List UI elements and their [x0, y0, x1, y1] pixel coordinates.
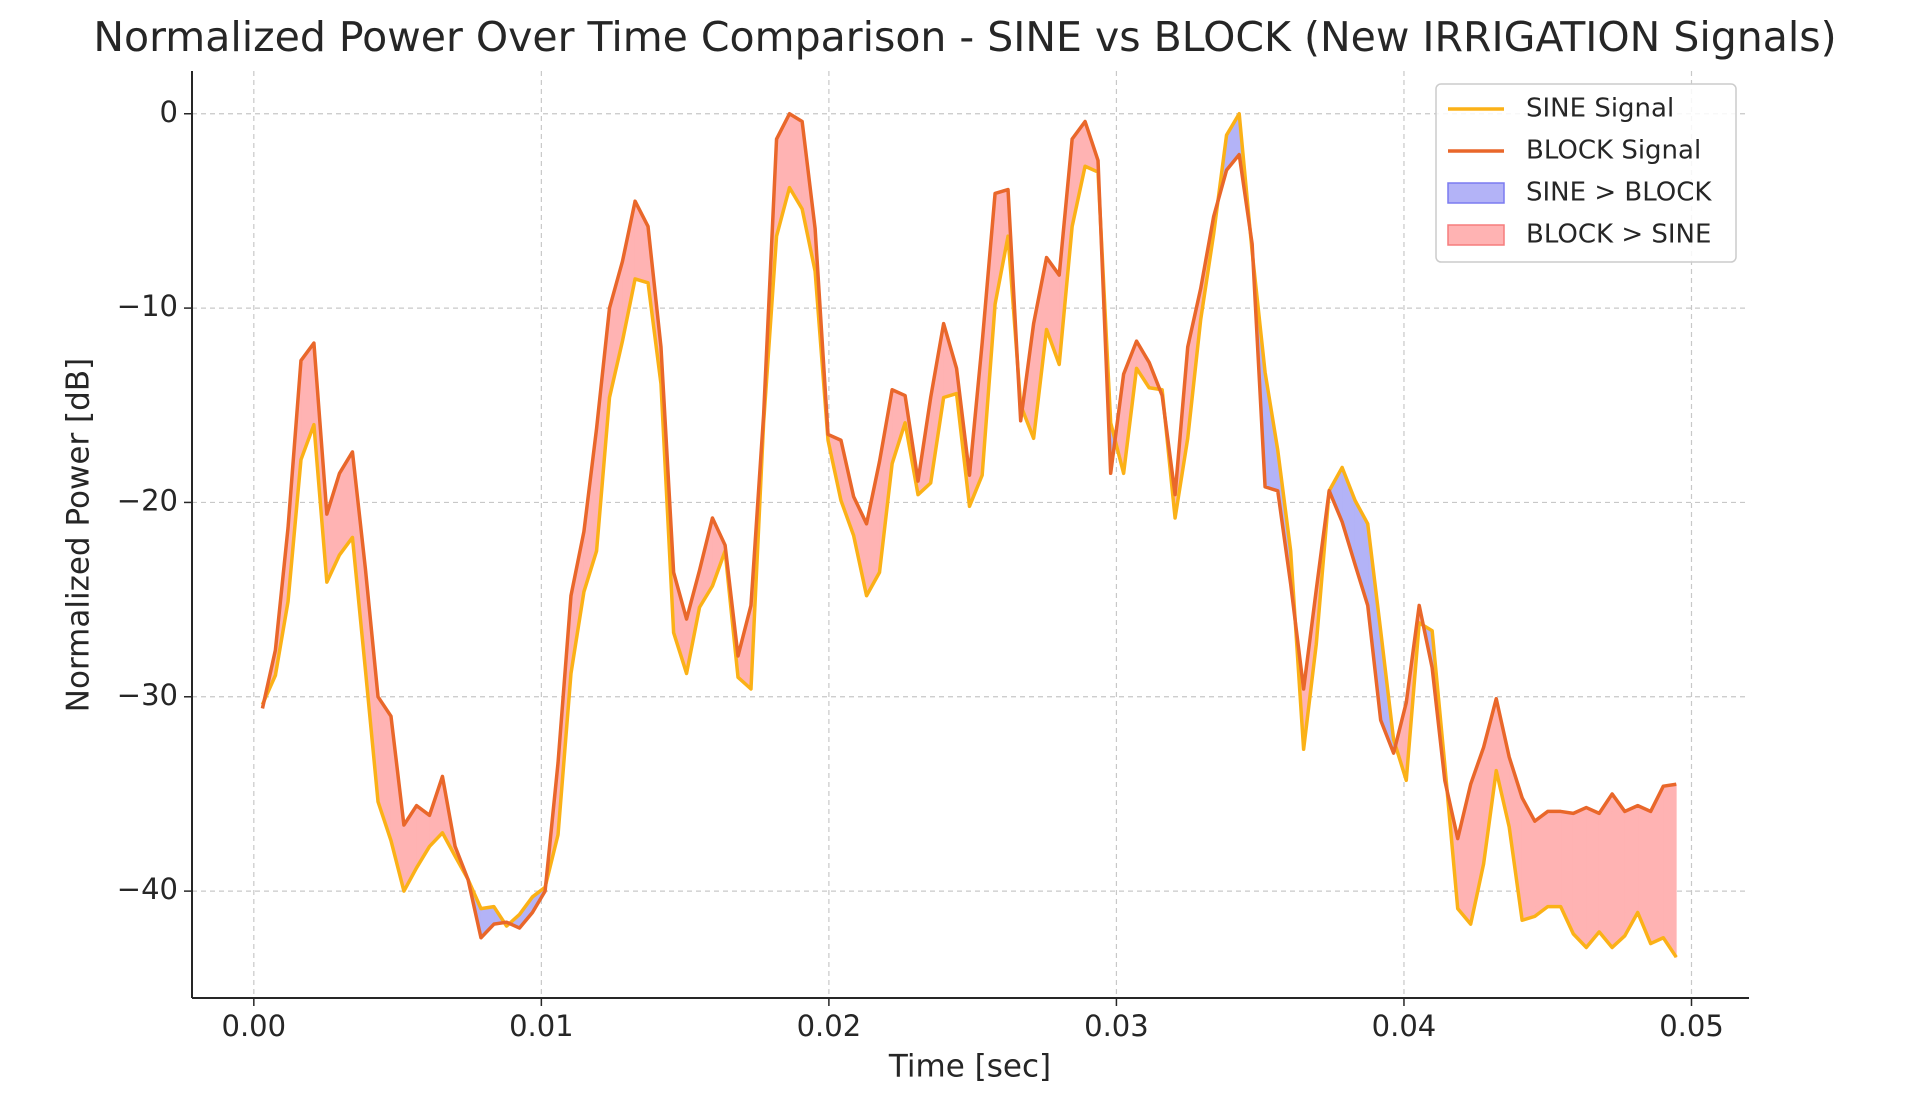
- x-tick-label: 0.04: [1372, 1009, 1437, 1043]
- legend-label: BLOCK > SINE: [1526, 220, 1711, 250]
- fill-area: [1637, 804, 1652, 944]
- fill-area: [1534, 810, 1549, 918]
- x-tick-label: 0.00: [222, 1009, 287, 1043]
- fill-area: [1585, 806, 1600, 949]
- legend-label: SINE > BLOCK: [1526, 178, 1712, 208]
- lines: [260, 112, 1678, 959]
- fill-area: [1495, 698, 1510, 828]
- fill-area: [1572, 806, 1587, 949]
- x-axis-label: Time [sec]: [888, 1049, 1051, 1085]
- legend: SINE Signal BLOCK Signal SINE > BLOCK BLOCK…: [1435, 83, 1737, 263]
- fill-area: [622, 201, 636, 342]
- axes: 0.00 0.01 0.02 0.03 0.04 0.05 0 −10 −20 −30 −40: [117, 71, 1749, 1043]
- legend-box: [1435, 83, 1737, 263]
- legend-swatch: [1447, 182, 1505, 204]
- legend-label: BLOCK Signal: [1526, 136, 1701, 166]
- x-tick-label: 0.05: [1659, 1009, 1724, 1043]
- legend-swatch: [1447, 224, 1505, 246]
- series-line: [260, 112, 1678, 959]
- fill-area: [1560, 810, 1574, 935]
- chart-title: Normalized Power Over Time Comparison - …: [93, 13, 1836, 61]
- y-axis-label: Normalized Power [dB]: [61, 358, 97, 712]
- y-tick-label: −20: [117, 483, 178, 517]
- y-tick-label: −40: [117, 872, 178, 906]
- fill-area: [1662, 783, 1677, 959]
- legend-label: SINE Signal: [1526, 94, 1674, 124]
- y-tick-label: −30: [117, 678, 178, 712]
- fill-area: [1547, 811, 1562, 908]
- fill-area: [789, 113, 803, 211]
- x-tick-label: 0.03: [1084, 1009, 1149, 1043]
- x-tick-label: 0.02: [797, 1009, 862, 1043]
- fill-area: [1611, 792, 1626, 949]
- x-tick-label: 0.01: [509, 1009, 574, 1043]
- y-tick-label: −10: [117, 289, 178, 323]
- y-tick-label: 0: [160, 95, 178, 129]
- fill-area: [1598, 792, 1613, 949]
- series-line: [260, 112, 1677, 940]
